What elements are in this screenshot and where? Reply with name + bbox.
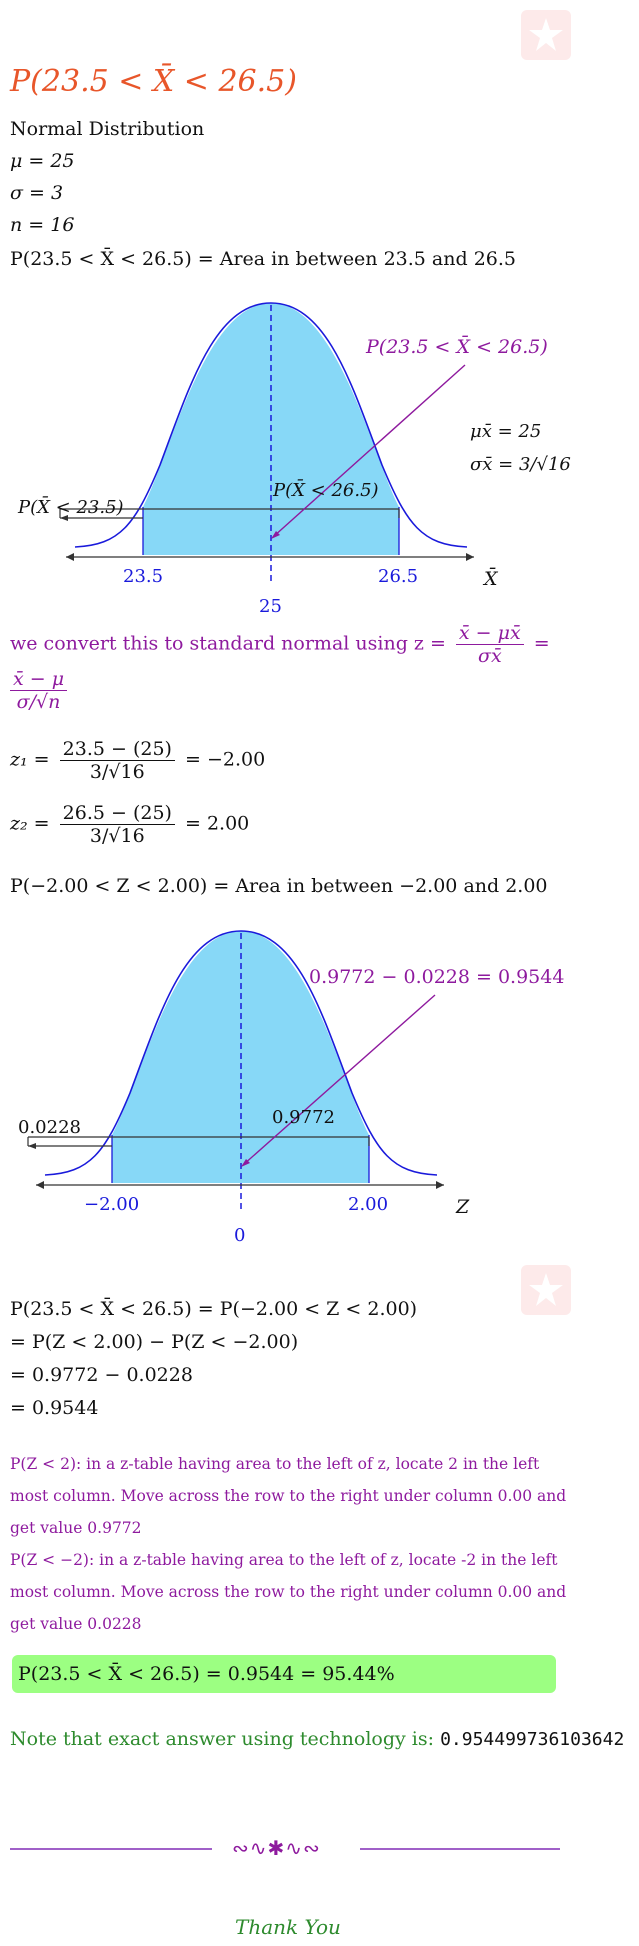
- watermark-logo-icon: [521, 10, 571, 60]
- z1-equation: z₁ = 23.5 − (25) 3/√16 = −2.00: [10, 738, 266, 783]
- cumulative-label: 0.9772: [272, 1107, 335, 1128]
- axis-variable: X̄: [482, 567, 499, 590]
- axis-variable: Z: [455, 1196, 470, 1218]
- mu-value: μ = 25: [10, 150, 75, 172]
- cumulative-label: P(X̄ < 26.5): [272, 478, 379, 501]
- tick-low-label: −2.00: [84, 1194, 139, 1215]
- step-1: P(23.5 < X̄ < 26.5) = P(−2.00 < Z < 2.00…: [10, 1298, 418, 1320]
- z-area-statement: P(−2.00 < Z < 2.00) = Area in between −2…: [10, 875, 548, 897]
- curve-line: [44, 930, 438, 1176]
- explanation-2: P(Z < −2): in a z-table having area to t…: [10, 1551, 567, 1633]
- left-tail-label: 0.0228: [18, 1117, 81, 1138]
- technology-note: Note that exact answer using technology …: [10, 1728, 625, 1750]
- page-title: P(23.5 < X̄ < 26.5): [10, 64, 297, 99]
- divider-left: [10, 1848, 212, 1850]
- ornament-icon: ∾∿✱∿∾: [232, 1836, 321, 1860]
- watermark-logo-icon: [521, 1265, 571, 1315]
- thank-you: Thank You: [235, 1915, 341, 1939]
- area-statement: P(23.5 < X̄ < 26.5) = Area in between 23…: [10, 248, 516, 270]
- tick-high-label: 26.5: [378, 566, 418, 587]
- normal-curve-xbar: P(23.5 < X̄ < 26.5) μx̄ = 25 σx̄ = 3/√16…: [17, 302, 571, 617]
- normal-curve-z: 0.9772 − 0.0228 = 0.9544 0.0228 0.9772 −…: [18, 930, 564, 1246]
- conversion-formula: we convert this to standard normal using…: [10, 622, 550, 667]
- pointer-arrow: [242, 994, 436, 1166]
- divider-right: [360, 1848, 560, 1850]
- left-tail-label: P(X̄ < 23.5): [17, 495, 124, 518]
- sigma-value: σ = 3: [10, 182, 64, 204]
- curve2-prob-label: 0.9772 − 0.0228 = 0.9544: [309, 966, 564, 988]
- center-label: 25: [259, 596, 282, 617]
- distribution-label: Normal Distribution: [10, 118, 205, 140]
- curve1-prob-label: P(23.5 < X̄ < 26.5): [365, 335, 548, 358]
- center-label: 0: [234, 1225, 245, 1246]
- curve-line: [74, 302, 468, 548]
- n-value: n = 16: [10, 214, 75, 236]
- mu-xbar-label: μx̄ = 25: [470, 421, 541, 442]
- sigma-xbar-label: σx̄ = 3/√16: [470, 454, 571, 475]
- pointer-arrow: [272, 364, 466, 538]
- step-2: = P(Z < 2.00) − P(Z < −2.00): [10, 1331, 299, 1353]
- exact-value: 0.954499736103642: [440, 1729, 625, 1750]
- final-answer: P(23.5 < X̄ < 26.5) = 0.9544 = 95.44%: [12, 1655, 556, 1693]
- tick-low-label: 23.5: [123, 566, 163, 587]
- explanation-1: P(Z < 2): in a z-table having area to th…: [10, 1455, 567, 1537]
- step-4: = 0.9544: [10, 1397, 99, 1419]
- z2-equation: z₂ = 26.5 − (25) 3/√16 = 2.00: [10, 802, 250, 847]
- step-3: = 0.9772 − 0.0228: [10, 1364, 193, 1386]
- tick-high-label: 2.00: [348, 1194, 388, 1215]
- conversion-formula-alt: x̄ − μ σ/√n: [10, 668, 71, 713]
